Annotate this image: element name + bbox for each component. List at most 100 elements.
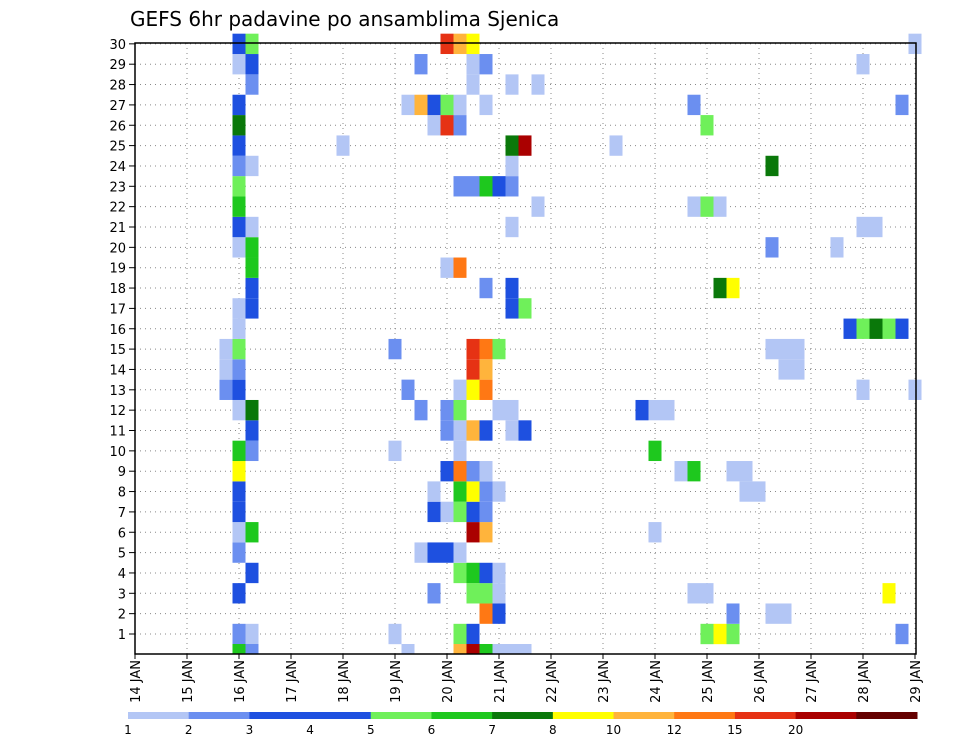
legend-color-swatch [674,712,736,719]
chart-gridlines [135,43,916,654]
y-tick-label: 27 [109,99,126,114]
legend-color-swatch [249,712,311,719]
plot-frame [134,42,917,655]
heatmap-cell [505,176,519,197]
heatmap-cell [453,440,467,462]
heatmap-cell [466,33,480,55]
y-axis-member-labels: 1234567891011121314151617181920212223242… [109,38,135,643]
x-tick-label: 14 JAN [129,660,144,703]
y-tick-label: 11 [109,425,126,440]
heatmap-cell [453,420,467,441]
heatmap-cell [479,338,493,360]
heatmap-cell [492,603,506,624]
heatmap-cell [726,603,740,624]
y-tick-label: 24 [109,160,126,175]
heatmap-cell [479,644,493,654]
heatmap-cell [427,481,441,502]
heatmap-cell [232,461,246,482]
heatmap-cell [466,54,480,75]
heatmap-cell [778,338,792,360]
x-tick-label: 20 JAN [441,660,456,703]
heatmap-cell [232,176,246,197]
heatmap-cell [453,644,467,654]
y-tick-label: 2 [118,608,126,623]
y-tick-label: 30 [109,38,126,53]
heatmap-cell [531,196,545,217]
heatmap-cell [700,623,714,645]
heatmap-cell [687,196,701,217]
y-tick-label: 29 [109,58,126,73]
heatmap-cell [479,94,493,116]
y-tick-label: 5 [118,547,126,562]
heatmap-cell [778,603,792,624]
x-tick-label: 27 JAN [805,660,820,703]
heatmap-cell [245,522,259,543]
heatmap-cell [700,115,714,136]
heatmap-cell [895,318,909,339]
heatmap-cell [687,461,701,482]
heatmap-cell [453,257,467,278]
heatmap-cell [245,644,259,654]
heatmap-cell [453,481,467,502]
heatmap-cell [505,277,519,299]
heatmap-cell [765,155,779,177]
heatmap-cell [791,338,805,360]
legend-color-swatch [431,712,493,719]
legend-color-swatch [370,712,432,719]
heatmap-cell [232,359,246,380]
legend-color-swatch [310,712,372,719]
x-tick-label: 21 JAN [493,660,508,703]
y-tick-label: 16 [109,323,126,338]
heatmap-cell [427,501,441,523]
heatmap-cell [752,481,766,502]
heatmap-cell [232,155,246,177]
heatmap-cell [427,542,441,563]
y-tick-label: 23 [109,180,126,195]
legend-color-swatch [795,712,857,719]
heatmap-cell [232,135,246,156]
y-tick-label: 7 [118,506,126,521]
heatmap-cell [414,94,428,116]
heatmap-cell [674,461,688,482]
heatmap-cell [505,135,519,156]
y-tick-label: 6 [118,526,126,541]
heatmap-cell [453,94,467,116]
y-tick-label: 20 [109,241,126,256]
heatmap-cell [440,115,454,136]
heatmap-cell [232,298,246,319]
heatmap-cell [453,542,467,563]
heatmap-cell [869,216,883,238]
y-tick-label: 12 [109,404,126,419]
heatmap-cell [245,155,259,177]
heatmap-cell [713,196,727,217]
legend-color-swatch [128,712,190,719]
x-tick-label: 15 JAN [181,660,196,703]
x-tick-label: 24 JAN [649,660,664,703]
heatmap-cell [414,399,428,421]
heatmap-cell [466,623,480,645]
heatmap-cell [219,338,233,360]
heatmap-cell [427,115,441,136]
heatmap-cell [414,54,428,75]
heatmap-cell [453,115,467,136]
heatmap-cell [401,94,415,116]
heatmap-cell [505,644,519,654]
heatmap-cell [479,501,493,523]
heatmap-cell [401,644,415,654]
heatmap-cell [440,501,454,523]
heatmap-cell [466,522,480,543]
heatmap-cell [232,33,246,55]
heatmap-cell [505,399,519,421]
heatmap-cell [453,176,467,197]
y-tick-label: 14 [109,363,126,378]
heatmap-cell [466,420,480,441]
heatmap-cell [245,440,259,462]
heatmap-cell [232,379,246,400]
heatmap-cell [479,603,493,624]
legend-label: 5 [367,723,375,737]
heatmap-cell [492,176,506,197]
heatmap-cell [453,562,467,584]
heatmap-cell [232,237,246,258]
heatmap-cell [245,298,259,319]
y-tick-label: 10 [109,445,126,460]
